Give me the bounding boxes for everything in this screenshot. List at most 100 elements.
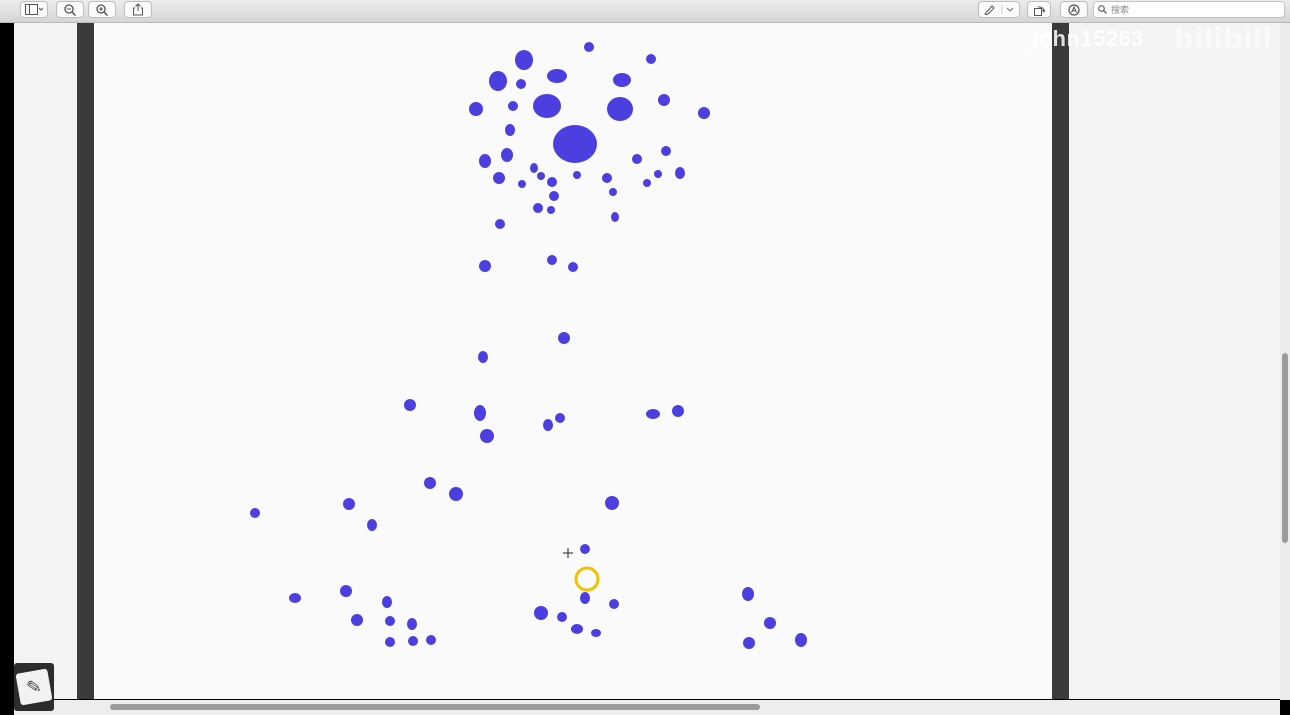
dot bbox=[607, 97, 633, 121]
dot bbox=[549, 191, 559, 201]
dot bbox=[449, 487, 463, 501]
page-edge-left bbox=[77, 23, 94, 699]
dot bbox=[515, 50, 533, 70]
dot bbox=[698, 107, 710, 119]
dot bbox=[250, 508, 260, 518]
dot bbox=[479, 154, 491, 168]
zoom-in-icon bbox=[96, 3, 108, 16]
dot bbox=[553, 125, 597, 163]
dot bbox=[408, 636, 418, 646]
dot bbox=[613, 73, 631, 87]
sidebar-toggle-button[interactable] bbox=[20, 1, 48, 18]
preview-app-icon: ✎ bbox=[15, 668, 53, 706]
dot bbox=[474, 405, 486, 421]
dot bbox=[646, 54, 656, 64]
dot bbox=[547, 69, 567, 83]
dot bbox=[289, 593, 301, 603]
dot bbox=[469, 102, 483, 116]
dot bbox=[742, 587, 754, 601]
dot bbox=[518, 180, 526, 188]
dot bbox=[658, 94, 670, 106]
dot bbox=[580, 544, 590, 554]
dot bbox=[351, 614, 363, 626]
dot bbox=[571, 624, 583, 634]
rotate-icon bbox=[1034, 5, 1045, 16]
horizontal-scrollbar[interactable] bbox=[14, 700, 1280, 715]
highlight-ring bbox=[574, 566, 600, 592]
dot bbox=[533, 94, 561, 118]
watermark-username: john15263 bbox=[1032, 26, 1145, 51]
dock-app[interactable]: ✎ bbox=[14, 663, 54, 711]
dot bbox=[404, 399, 416, 411]
page-edge-right bbox=[1052, 23, 1069, 699]
horizontal-scroll-thumb[interactable] bbox=[110, 704, 760, 710]
dot bbox=[480, 429, 494, 443]
dot bbox=[534, 606, 548, 620]
vertical-scrollbar[interactable] bbox=[1280, 23, 1290, 700]
dot bbox=[382, 596, 392, 608]
vertical-scroll-thumb[interactable] bbox=[1282, 353, 1288, 543]
dot bbox=[573, 171, 581, 179]
dot bbox=[555, 413, 565, 423]
dot bbox=[343, 498, 355, 510]
dot bbox=[530, 163, 538, 173]
zoom-in-button[interactable] bbox=[88, 1, 116, 18]
search-placeholder: 搜索 bbox=[1111, 5, 1130, 15]
dot bbox=[407, 618, 417, 630]
dot bbox=[493, 172, 505, 184]
share-button[interactable] bbox=[124, 1, 152, 18]
dot bbox=[426, 635, 436, 645]
dot bbox=[580, 592, 590, 604]
dot bbox=[675, 167, 685, 179]
zoom-out-button[interactable] bbox=[56, 1, 84, 18]
dot bbox=[743, 637, 755, 649]
rotate-button[interactable] bbox=[1027, 1, 1051, 18]
dot bbox=[424, 477, 436, 489]
dot bbox=[547, 255, 557, 265]
markup-circle-icon bbox=[1068, 3, 1080, 16]
preview-toolbar: 搜索 bbox=[0, 0, 1290, 23]
dot bbox=[547, 177, 557, 187]
search-icon bbox=[1098, 5, 1107, 14]
dot bbox=[795, 633, 807, 647]
search-input[interactable]: 搜索 bbox=[1093, 1, 1285, 18]
sidebar-icon bbox=[25, 4, 43, 15]
dot bbox=[340, 585, 352, 597]
dot bbox=[584, 42, 594, 52]
dot bbox=[478, 351, 488, 363]
share-icon bbox=[133, 3, 143, 16]
pen-icon bbox=[984, 5, 1014, 15]
dot bbox=[557, 612, 567, 622]
dot bbox=[568, 262, 578, 272]
dot bbox=[764, 617, 776, 629]
dots-layer bbox=[250, 42, 807, 649]
dot bbox=[385, 637, 395, 647]
dot bbox=[609, 188, 617, 196]
dot bbox=[501, 148, 513, 162]
dot bbox=[672, 405, 684, 417]
dot bbox=[609, 599, 619, 609]
dot bbox=[516, 79, 526, 89]
markup-pen-button[interactable] bbox=[978, 1, 1020, 18]
dot bbox=[533, 203, 543, 213]
dot bbox=[654, 170, 662, 178]
dot bbox=[591, 629, 601, 637]
dot bbox=[385, 616, 395, 626]
dot bbox=[489, 71, 507, 91]
dot bbox=[495, 219, 505, 229]
dot bbox=[611, 212, 619, 222]
dot bbox=[661, 146, 671, 156]
dot bbox=[643, 179, 651, 187]
dot bbox=[508, 101, 518, 111]
dot bbox=[602, 173, 612, 183]
dot bbox=[558, 332, 570, 344]
dot bbox=[479, 260, 491, 272]
dot bbox=[367, 519, 377, 531]
dot bbox=[632, 154, 642, 164]
dot bbox=[543, 419, 553, 431]
zoom-out-icon bbox=[64, 3, 76, 16]
annotate-button[interactable] bbox=[1060, 1, 1088, 18]
watermark-logo: bilibili bbox=[1174, 22, 1272, 55]
crosshair-cursor bbox=[563, 548, 573, 558]
